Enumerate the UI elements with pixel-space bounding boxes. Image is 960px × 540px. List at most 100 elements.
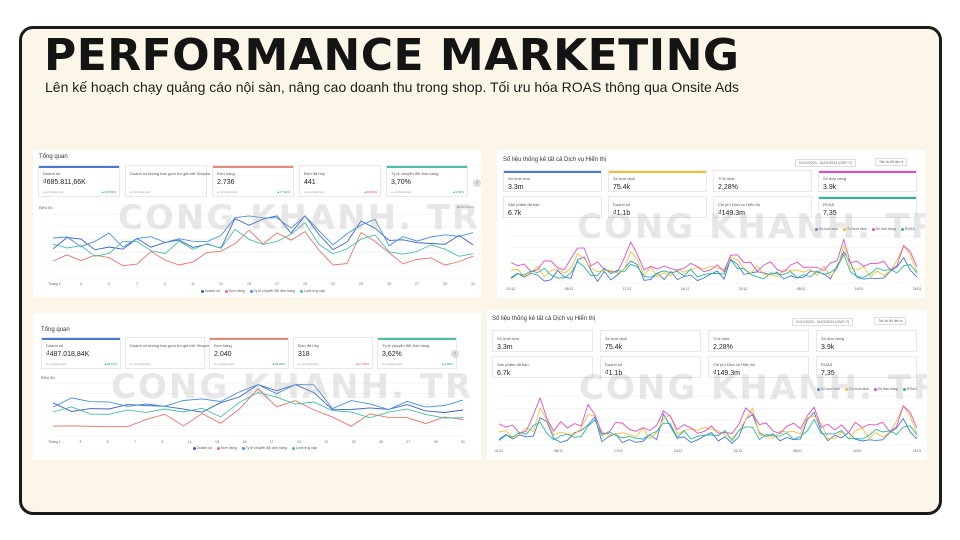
- legend-item[interactable]: Đơn hàng: [216, 446, 237, 450]
- legend-item[interactable]: ROAS: [900, 227, 915, 231]
- chart-filter[interactable]: Đồ thị theo ▾: [457, 205, 474, 209]
- legend-item[interactable]: Số đơn hàng: [871, 227, 896, 231]
- x-tick-label: 01/12: [507, 287, 516, 291]
- legend-item[interactable]: Doanh số: [193, 446, 212, 450]
- card-label: Đơn hàng: [217, 171, 235, 176]
- card-accent-bar: [709, 331, 808, 333]
- legend-dot: [845, 387, 849, 391]
- legend-label: Lượt truy cập: [295, 446, 317, 450]
- x-tick-label: 19: [297, 440, 301, 444]
- card-label: Doanh số: [43, 171, 61, 176]
- legend-dot: [873, 387, 877, 391]
- legend-item[interactable]: Số đơn hàng: [873, 387, 898, 391]
- metric-card[interactable]: Đơn đã hủy 318 so với tháng trước ▲77,65%: [293, 337, 373, 369]
- card-compare: so với tháng trước: [391, 191, 412, 194]
- card-accent-bar: [601, 331, 700, 333]
- legend-item[interactable]: Tỷ lệ chuyển đổi đơn hàng: [241, 446, 287, 450]
- card-value: ₫1.1b: [613, 210, 631, 217]
- ads-metric-card[interactable]: Sản phẩm đã bán 6.7k: [492, 356, 593, 378]
- section-title: Số liệu thống kê tất cả Dịch vụ Hiển thị: [503, 157, 607, 163]
- chart-title: Biểu đồ: [39, 205, 53, 210]
- metric-card[interactable]: Tỷ lệ chuyển đổi đơn hàng 3,70% so với thá…: [386, 165, 468, 197]
- ads-metric-card[interactable]: ROAS 7,35: [818, 196, 917, 218]
- metric-card[interactable]: Đơn hàng 2.040 so với tháng trước ▲92,28%: [209, 337, 289, 369]
- legend-label: Doanh số: [205, 289, 220, 293]
- ads-metric-card[interactable]: ROAS 7,35: [816, 356, 917, 378]
- ads-metric-card[interactable]: Chi phí Dịch vụ Hiển thị ₫149.3m: [708, 356, 809, 378]
- card-accent-bar: [714, 197, 811, 199]
- ads-metric-card[interactable]: Số lượt click 75.4k: [608, 170, 707, 192]
- card-change: ▲83,80%: [363, 190, 377, 194]
- next-arrow-icon[interactable]: ›: [451, 350, 459, 358]
- metric-card[interactable]: Doanh số ₫487.018,84K so với tháng trước ▲9…: [41, 337, 121, 369]
- metric-card[interactable]: Đơn đã hủy 441 so với tháng trước ▲83,80%: [299, 165, 381, 197]
- card-accent-bar: [42, 338, 120, 340]
- card-compare: so với tháng trước: [298, 363, 319, 366]
- card-label: Số lượt xem: [508, 176, 530, 181]
- legend-label: Số lượt click: [847, 227, 867, 231]
- legend-item[interactable]: Số lượt click: [845, 387, 869, 391]
- legend-item[interactable]: Số lượt xem: [815, 227, 838, 231]
- card-accent-bar: [493, 331, 592, 333]
- data-filter-select[interactable]: Tất cả dữ liệu ▾: [875, 158, 908, 166]
- card-value: ₫1.1b: [605, 370, 623, 377]
- metric-card[interactable]: Doanh số không bao gồm trợ giá bởi Shope…: [125, 165, 210, 197]
- chart-legend: Doanh số Đơn hàng Tỷ lệ chuyển đổi đơn hàn…: [201, 289, 330, 293]
- ads-metric-card[interactable]: Chi phí Dịch vụ Hiển thị ₫149.3m: [713, 196, 812, 218]
- card-label: Sản phẩm đã bán: [508, 202, 540, 207]
- data-filter-select[interactable]: Tất cả dữ liệu ▾: [874, 317, 907, 325]
- metric-card[interactable]: Đơn hàng 2.736 so với tháng trước ▲77,92%: [212, 165, 294, 197]
- card-accent-bar: [126, 166, 206, 168]
- ads-metric-card[interactable]: Doanh số ₫1.1b: [600, 356, 701, 378]
- legend-item[interactable]: Số lượt xem: [817, 387, 840, 391]
- ads-metric-card[interactable]: Tỉ lệ click 2,28%: [708, 330, 809, 352]
- card-accent-bar: [817, 357, 916, 359]
- card-value: 2,28%: [718, 184, 738, 191]
- card-label: Số lượt xem: [497, 336, 519, 341]
- card-value: 75.4k: [613, 184, 631, 191]
- legend-item[interactable]: Tỷ lệ chuyển đổi đơn hàng: [249, 289, 295, 293]
- legend-item[interactable]: Doanh số: [201, 289, 220, 293]
- ads-metric-card[interactable]: Sản phẩm đã bán 6.7k: [503, 196, 602, 218]
- metric-card[interactable]: Doanh số ₫685.811,66K so với tháng trước ▲1…: [38, 165, 120, 197]
- legend-item[interactable]: Số lượt click: [843, 227, 867, 231]
- card-label: Đơn đã hủy: [304, 171, 325, 176]
- legend-item[interactable]: Đơn hàng: [224, 289, 245, 293]
- card-change: ▲3,88%: [441, 362, 453, 366]
- ads-metric-card[interactable]: Số đơn hàng 3.9k: [818, 170, 917, 192]
- ads-metric-card[interactable]: Tỉ lệ click 2,28%: [713, 170, 812, 192]
- legend-item[interactable]: Lượt truy cập: [291, 446, 317, 450]
- ads-metric-card[interactable]: Số lượt xem 3.3m: [492, 330, 593, 352]
- card-compare: so với tháng trước: [304, 191, 325, 194]
- metric-card[interactable]: Tỷ lệ chuyển đổi đơn hàng 3,62% so với thá…: [377, 337, 457, 369]
- overview-line-chart: 1 Tháng 1 3 5 7 9 11 13 15 17 19 21 23 25 27 29 31: [47, 213, 475, 286]
- series-line-0: [52, 215, 474, 251]
- ads-metric-card[interactable]: Số đơn hàng 3.9k: [816, 330, 917, 352]
- metric-card[interactable]: Doanh số không bao gồm trợ giá bởi Shope…: [125, 337, 210, 369]
- x-tick-label: 19: [303, 282, 307, 286]
- card-change: ▲92,28%: [271, 362, 285, 366]
- legend-item[interactable]: ROAS: [902, 387, 917, 391]
- x-tick-label: 08/12: [565, 287, 574, 291]
- legend-label: ROAS: [906, 387, 917, 391]
- ads-metric-card[interactable]: Số lượt click 75.4k: [600, 330, 701, 352]
- legend-label: Tỷ lệ chuyển đổi đơn hàng: [245, 446, 287, 450]
- date-range[interactable]: 01/12/2023 - 31/01/2024 (GMT+7): [792, 318, 854, 326]
- section-title: Số liệu thống kê tất cả Dịch vụ Hiển thị: [492, 316, 596, 322]
- legend-dot: [871, 227, 875, 231]
- date-range[interactable]: 01/12/2023 - 31/01/2024 (GMT+7): [795, 159, 857, 167]
- card-compare: so với tháng trước: [217, 191, 238, 194]
- x-tick-label: 15: [242, 440, 246, 444]
- next-arrow-icon[interactable]: ›: [473, 179, 481, 187]
- series-line-3: [52, 392, 464, 419]
- series-line-2: [52, 384, 464, 410]
- x-tick-label: 08/01: [797, 287, 806, 291]
- ads-metric-card[interactable]: Doanh số ₫1.1b: [608, 196, 707, 218]
- legend-item[interactable]: Lượt truy cập: [299, 289, 325, 293]
- legend-dot: [249, 289, 253, 293]
- legend-dot: [241, 446, 245, 450]
- series-line-0: [498, 411, 918, 445]
- ads-metric-card[interactable]: Số lượt xem 3.3m: [503, 170, 602, 192]
- x-tick-label: 17: [275, 282, 279, 286]
- x-tick-label: 16/01: [853, 449, 862, 453]
